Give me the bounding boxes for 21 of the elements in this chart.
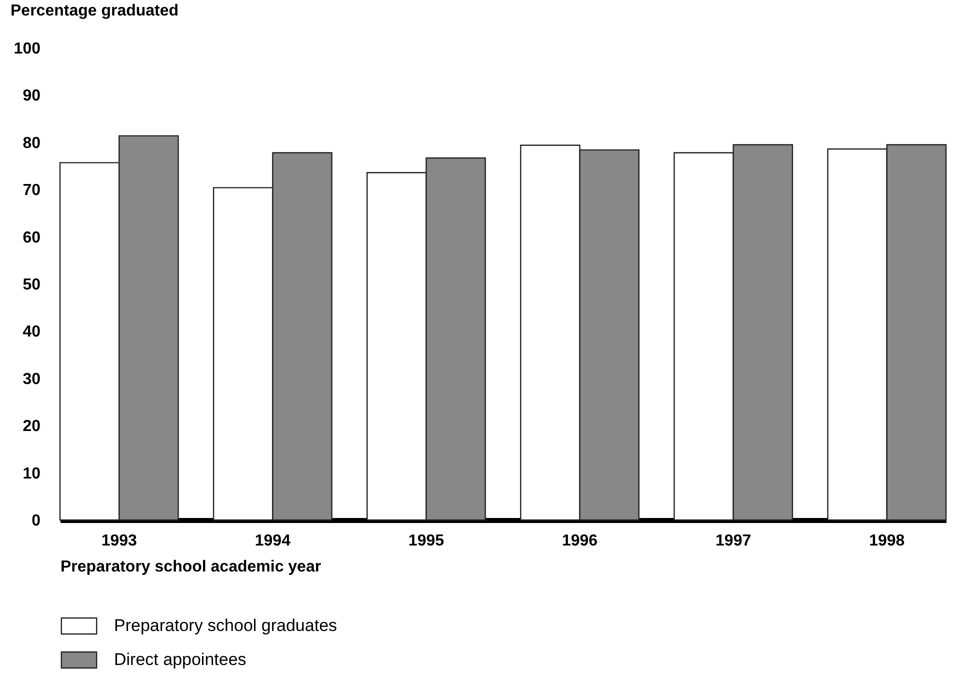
y-axis-title: Percentage graduated xyxy=(10,2,179,20)
legend-label: Direct appointees xyxy=(114,650,246,669)
x-tick-label: 1994 xyxy=(254,532,291,550)
y-tick-label: 20 xyxy=(22,418,41,436)
y-tick-label: 30 xyxy=(22,370,41,388)
x-tick-label: 1997 xyxy=(716,532,752,550)
y-tick-label: 0 xyxy=(32,512,41,530)
x-tick-label: 1998 xyxy=(869,532,905,550)
y-tick-label: 70 xyxy=(22,182,41,200)
y-tick-label: 50 xyxy=(22,276,41,294)
x-tick-label: 1995 xyxy=(408,532,444,550)
y-tick-label: 40 xyxy=(22,324,41,341)
y-tick-label: 10 xyxy=(22,465,41,482)
x-tick-label: 1993 xyxy=(101,532,138,550)
x-axis-title: Preparatory school academic year xyxy=(60,558,322,576)
legend-label: Preparatory school graduates xyxy=(114,616,338,635)
y-tick-label: 90 xyxy=(22,88,41,105)
x-tick-label: 1996 xyxy=(562,532,598,550)
y-tick-label: 100 xyxy=(14,40,41,58)
y-tick-label: 60 xyxy=(22,229,41,246)
y-tick-label: 80 xyxy=(22,134,41,152)
